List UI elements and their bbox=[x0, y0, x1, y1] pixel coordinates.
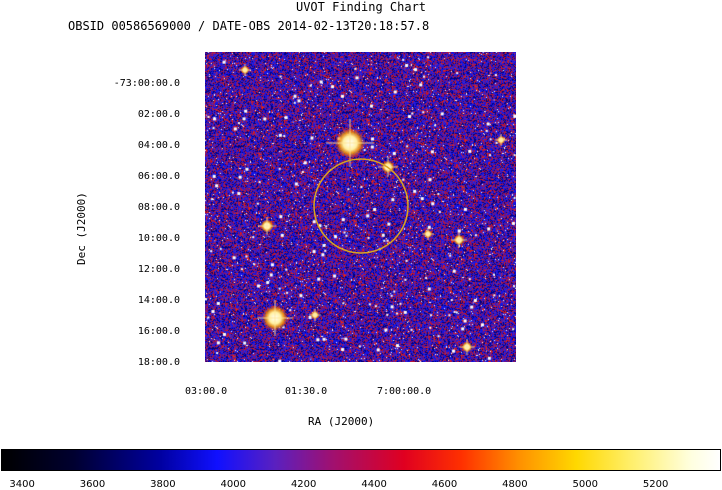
dec-tick-label: 04:00.0 bbox=[137, 140, 180, 151]
colorbar-tick-label: 4400 bbox=[361, 479, 387, 490]
chart-title: UVOT Finding Chart bbox=[295, 0, 427, 14]
colorbar-tick-label: 4600 bbox=[431, 479, 458, 490]
colorbar-tick-label: 5200 bbox=[642, 479, 669, 490]
dec-axis-label: Dec (J2000) bbox=[75, 192, 88, 265]
dec-tick-label: 14:00.0 bbox=[137, 295, 180, 306]
ra-axis-label: RA (J2000) bbox=[308, 415, 375, 428]
chart-subtitle: OBSID 00586569000 / DATE-OBS 2014-02-13T… bbox=[68, 19, 430, 33]
colorbar-tick-label: 3800 bbox=[150, 479, 176, 490]
colorbar-tick-label: 4800 bbox=[502, 479, 528, 490]
colorbar bbox=[1, 449, 721, 471]
dec-tick-label: 12:00.0 bbox=[137, 264, 180, 275]
dec-tick-label: 02:00.0 bbox=[137, 109, 180, 120]
colorbar-tick-label: 3400 bbox=[9, 479, 35, 490]
ra-tick-label: 03:00.0 bbox=[185, 386, 228, 397]
source-region-circle bbox=[313, 158, 409, 254]
dec-tick-label: 06:00.0 bbox=[137, 171, 180, 182]
ra-tick-label: 01:30.0 bbox=[285, 386, 328, 397]
ra-tick-label: 7:00:00.0 bbox=[377, 386, 432, 397]
overlay-layer bbox=[313, 158, 409, 254]
colorbar-tick-label: 4000 bbox=[220, 479, 247, 490]
dec-tick-label: 16:00.0 bbox=[137, 326, 180, 337]
colorbar-tick-label: 3600 bbox=[79, 479, 106, 490]
colorbar-tick-label: 5000 bbox=[572, 479, 598, 490]
sky-image-canvas bbox=[205, 52, 516, 362]
colorbar-tick-label: 4200 bbox=[290, 479, 317, 490]
dec-tick-label: -73:00:00.0 bbox=[113, 78, 180, 89]
dec-tick-label: 10:00.0 bbox=[137, 233, 180, 244]
dec-tick-label: 18:00.0 bbox=[137, 357, 180, 368]
finding-chart-image[interactable] bbox=[205, 52, 516, 362]
dec-tick-label: 08:00.0 bbox=[137, 202, 180, 213]
